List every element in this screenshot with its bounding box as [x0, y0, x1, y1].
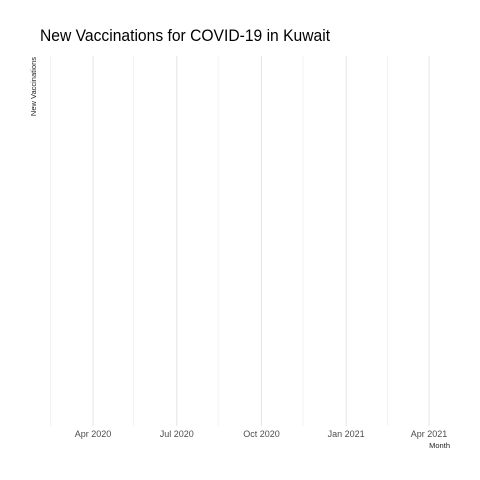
x-tick-label: Jan 2021: [328, 429, 365, 439]
x-tick-label: Apr 2020: [75, 429, 112, 439]
x-axis-ticks: Apr 2020 Jul 2020 Oct 2020 Jan 2021 Apr 2021: [75, 429, 448, 439]
y-axis-label: New Vaccinations: [29, 57, 38, 116]
x-tick-label: Apr 2021: [411, 429, 448, 439]
x-axis-label: Month: [429, 441, 450, 450]
x-tick-label: Oct 2020: [243, 429, 280, 439]
chart-title: New Vaccinations for COVID-19 in Kuwait: [40, 26, 331, 45]
grid-lines: [50, 56, 430, 426]
x-tick-label: Jul 2020: [160, 429, 194, 439]
